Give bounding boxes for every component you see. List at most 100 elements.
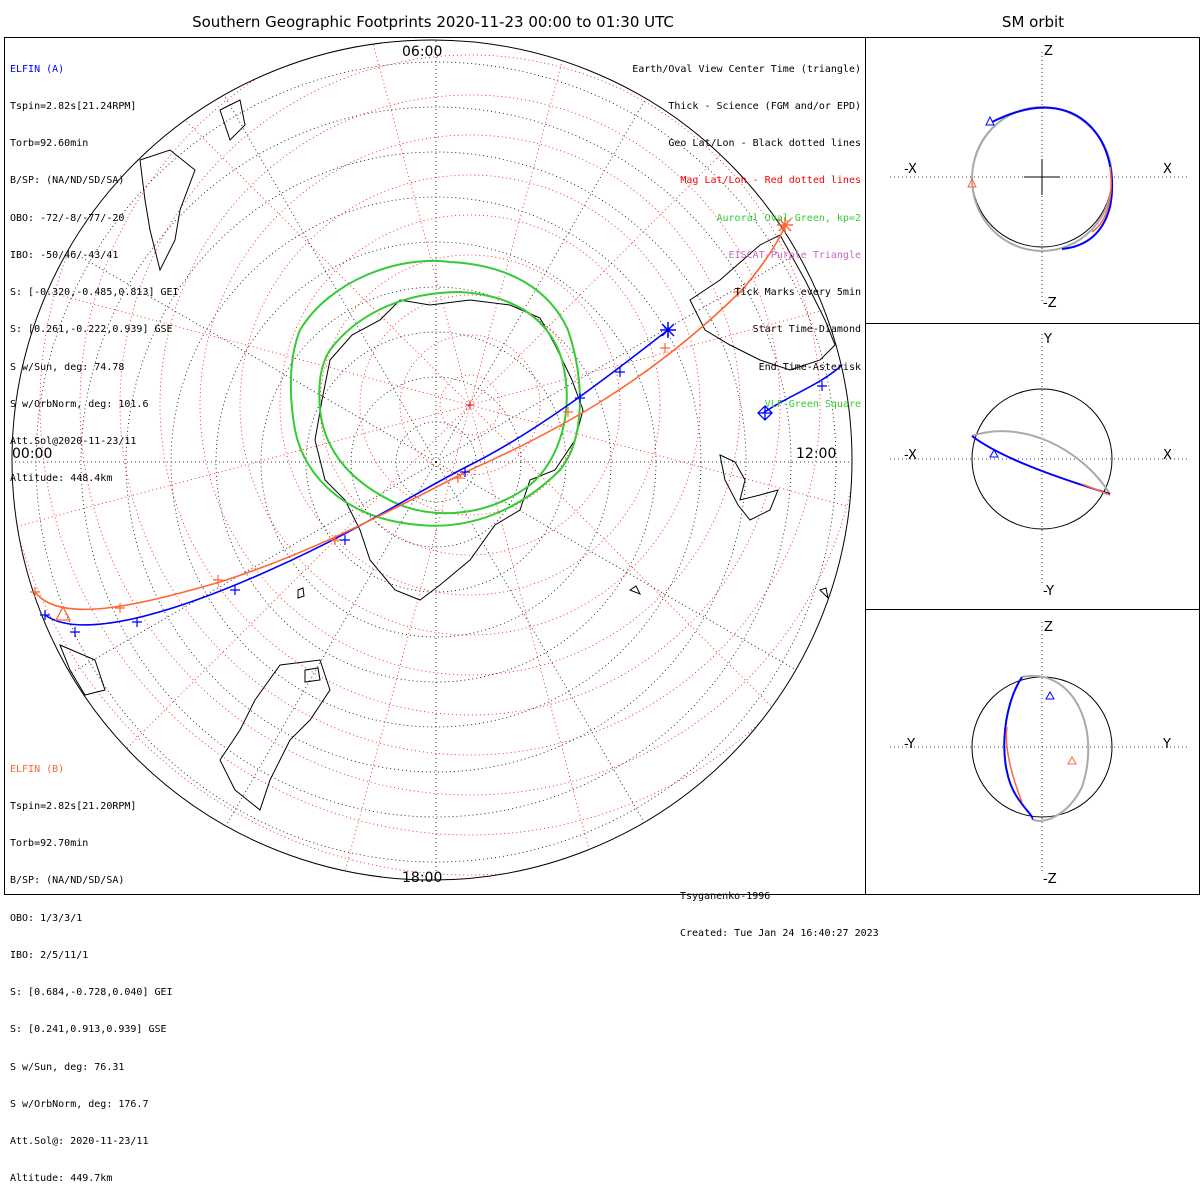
elfin-b-tick bbox=[453, 473, 463, 483]
coastline bbox=[219, 99, 246, 141]
sm-triangle-a bbox=[985, 115, 995, 126]
mag-latitude-circle bbox=[159, 94, 781, 716]
hour-label-bottom: 18:00 bbox=[402, 870, 443, 886]
sm-orbit-gray bbox=[1021, 674, 1090, 822]
legend-entry: Mag Lat/Lon - Red dotted lines bbox=[680, 175, 861, 187]
sm-orbit-gray bbox=[971, 430, 1111, 495]
sm-orbit-title: SM orbit bbox=[1001, 13, 1065, 31]
geo-grid-lines bbox=[12, 40, 852, 880]
sm-triangle-b bbox=[1067, 755, 1077, 765]
elfin-b-line: IBO: 2/5/11/1 bbox=[10, 949, 89, 961]
elfin-a-line: Altitude: 448.4km bbox=[10, 473, 113, 485]
sm-orbit-a bbox=[1003, 676, 1034, 820]
legend-entry: Start Time-Diamond bbox=[752, 324, 861, 336]
elfin-a-start-diamond bbox=[757, 405, 773, 421]
sm-center-cross bbox=[1024, 159, 1060, 195]
sm2-axis-bottom: -Y bbox=[1043, 584, 1055, 599]
model-credit: Tsyganenko-1996 bbox=[680, 890, 771, 902]
geo-latitude-circle bbox=[125, 151, 747, 773]
coastline bbox=[219, 659, 331, 811]
elfin-b-tick bbox=[660, 343, 670, 353]
elfin-a-line: IBO: -50/46/-43/41 bbox=[10, 249, 119, 261]
elfin-a-line: OBO: -72/-8/-77/-20 bbox=[10, 212, 125, 224]
coastline bbox=[59, 644, 106, 696]
sm-triangle-a bbox=[989, 448, 999, 458]
sm1-axis-left: -X bbox=[904, 162, 917, 177]
mag-latitude-circle bbox=[279, 214, 661, 596]
sm1-axis-top: Z bbox=[1044, 44, 1053, 59]
elfin-a-tick bbox=[132, 617, 142, 627]
elfin-b-line: S: [0.684,-0.728,0.040] GEI bbox=[10, 987, 173, 999]
footprint-map-canvas bbox=[4, 37, 1200, 895]
elfin-a-tick bbox=[575, 393, 585, 403]
elfin-a-track-segment bbox=[762, 364, 843, 414]
sm3-axis-bottom: -Z bbox=[1043, 872, 1057, 887]
coastlines bbox=[59, 99, 836, 811]
hour-label-top: 06:00 bbox=[402, 44, 443, 60]
elfin-b-line: Torb=92.70min bbox=[10, 838, 89, 850]
elfin-b-start-marker bbox=[30, 587, 40, 597]
elfin-b-name: ELFIN (B) bbox=[10, 763, 65, 775]
globe-limb bbox=[11, 39, 853, 881]
mag-meridian bbox=[469, 404, 852, 535]
elfin-a-line: Tspin=2.82s[21.24RPM] bbox=[10, 101, 137, 113]
elfin-a-line: Att.Sol@2020-11-23/11 bbox=[10, 436, 137, 447]
elfin-b-tick bbox=[733, 287, 743, 297]
sm1-axis-bottom: -Z bbox=[1043, 296, 1057, 311]
geo-meridian bbox=[205, 461, 437, 861]
geo-latitude-circle bbox=[260, 286, 612, 638]
elfin-b-view-center-triangle bbox=[54, 605, 72, 621]
sm-panel-yz bbox=[890, 622, 1190, 872]
mag-latitude-circle bbox=[199, 134, 741, 676]
elfin-a-line: Torb=92.60min bbox=[10, 138, 89, 150]
elfin-a-line: S: [0.261,-0.222,0.939] GSE bbox=[10, 324, 173, 336]
legend-entry: Tick Marks every 5min bbox=[734, 287, 861, 299]
mag-latitude-circle bbox=[239, 174, 701, 636]
elfin-b-tick bbox=[330, 535, 340, 545]
elfin-a-info: ELFIN (A) Tspin=2.82s[21.24RPM] Torb=92.… bbox=[10, 39, 179, 498]
map-legend: Earth/Oval View Center Time (triangle) T… bbox=[632, 39, 861, 424]
elfin-a-tick bbox=[615, 367, 625, 377]
plot-title: Southern Geographic Footprints 2020-11-2… bbox=[192, 13, 674, 31]
auroral-oval-outer bbox=[289, 259, 581, 527]
elfin-b-tick bbox=[213, 575, 223, 585]
auroral-oval-inner bbox=[318, 290, 568, 515]
geo-meridian bbox=[435, 231, 835, 463]
coastline bbox=[297, 587, 305, 599]
coastline bbox=[689, 234, 836, 371]
mag-meridian bbox=[340, 404, 471, 880]
elfin-b-line: OBO: 1/3/3/1 bbox=[10, 912, 83, 924]
sm-earth-circle bbox=[971, 388, 1113, 530]
elfin-a-line: S w/OrbNorm, deg: 101.6 bbox=[10, 398, 149, 410]
sm-orbit-b bbox=[1005, 726, 1023, 803]
created-timestamp: Created: Tue Jan 24 16:40:27 2023 bbox=[680, 928, 879, 940]
hour-label-left: 00:00 bbox=[12, 446, 53, 462]
geo-meridian bbox=[37, 461, 437, 693]
elfin-b-end-asterisk bbox=[777, 217, 793, 233]
sm-orbit-a bbox=[971, 435, 1111, 495]
elfin-a-start-marker bbox=[40, 610, 50, 620]
coastline bbox=[314, 299, 584, 601]
sm3-axis-right: Y bbox=[1163, 737, 1171, 752]
legend-entry: Thick - Science (FGM and/or EPD) bbox=[668, 101, 861, 113]
geo-latitude-circle bbox=[80, 106, 792, 818]
mag-latitude-circle bbox=[319, 254, 621, 556]
legend-entry: End Time-Asterisk bbox=[758, 361, 861, 373]
mag-meridian bbox=[12, 275, 471, 406]
elfin-a-tick bbox=[230, 585, 240, 595]
geo-meridian bbox=[435, 461, 835, 693]
sm-triangle-b bbox=[967, 177, 977, 188]
legend-entry: Geo Lat/Lon - Black dotted lines bbox=[668, 138, 861, 150]
elfin-a-tick bbox=[817, 381, 827, 391]
elfin-a-tick bbox=[340, 535, 350, 545]
geo-meridian bbox=[435, 461, 667, 861]
elfin-a-tick bbox=[70, 627, 80, 637]
legend-entry: Earth/Oval View Center Time (triangle) bbox=[632, 63, 861, 75]
elfin-b-info: ELFIN (B) Tspin=2.82s[21.20RPM] Torb=92.… bbox=[10, 739, 173, 1198]
mag-meridian bbox=[340, 40, 471, 406]
elfin-b-line: Tspin=2.82s[21.20RPM] bbox=[10, 801, 137, 813]
legend-entry: Auroral Oval-Green, kp=2 bbox=[716, 212, 862, 224]
elfin-a-end-asterisk bbox=[660, 322, 676, 338]
mag-latitude-circle bbox=[119, 54, 821, 756]
sm2-axis-right: X bbox=[1163, 448, 1172, 463]
